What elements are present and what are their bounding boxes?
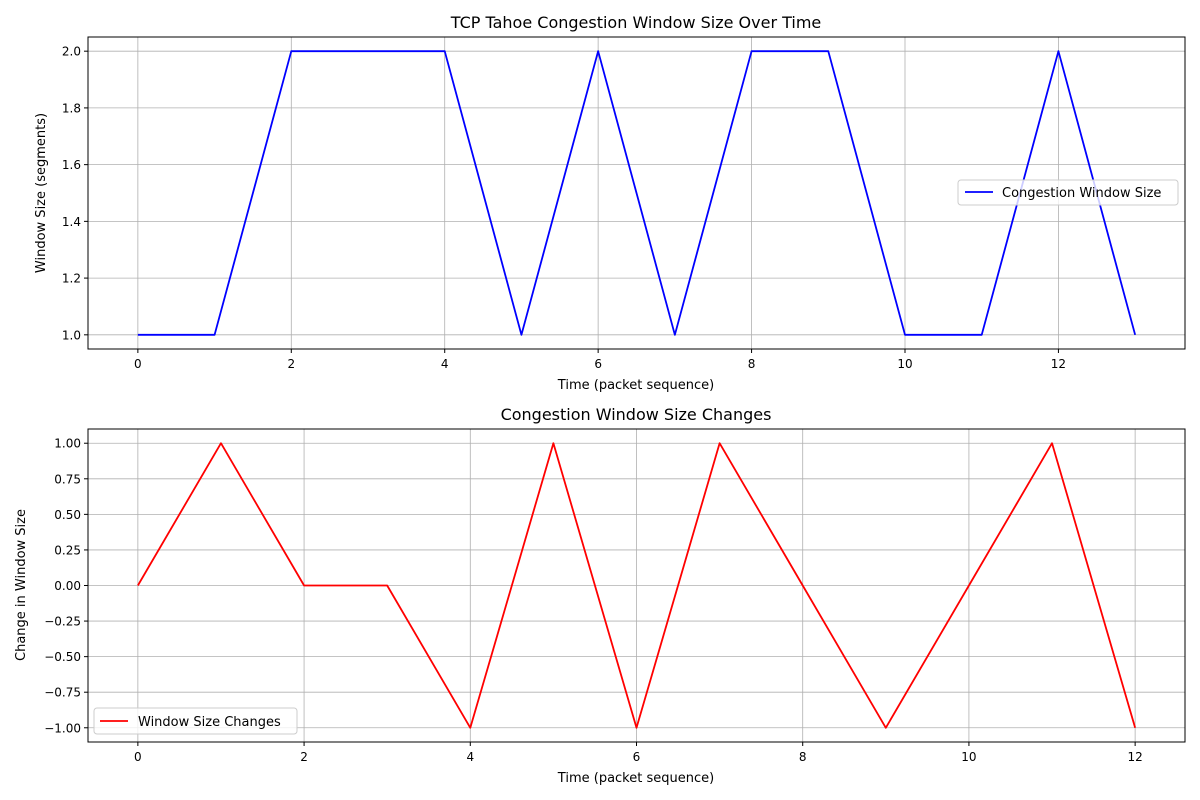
x-tick-label: 8 [748, 357, 756, 371]
grid [88, 429, 1185, 742]
x-tick-label: 10 [897, 357, 912, 371]
y-tick-label: 1.6 [62, 158, 81, 172]
legend-label: Window Size Changes [138, 715, 281, 730]
y-axis-label: Change in Window Size [14, 509, 29, 661]
y-tick-label: −1.00 [44, 721, 81, 735]
x-axis-label: Time (packet sequence) [557, 771, 714, 786]
legend: Congestion Window Size [957, 179, 1179, 206]
x-tick-label: 0 [134, 750, 142, 764]
plot-frame [87, 36, 1186, 350]
x-tick-label: 8 [799, 750, 807, 764]
chart-title: Congestion Window Size Changes [501, 405, 772, 424]
series-line [137, 442, 1137, 729]
x-tick-label: 2 [300, 750, 308, 764]
chart-congestion-window: TCP Tahoe Congestion Window Size Over Ti… [34, 13, 1186, 393]
y-tick-label: 1.00 [54, 437, 81, 451]
x-tick-label: 0 [134, 357, 142, 371]
series-line [137, 50, 1137, 336]
ticks: 0 2 4 6 8 10 12 −1.00 −0.75 −0.50 −0.25 0.00 0.25 0.5… [44, 437, 1143, 764]
y-tick-label: 1.8 [62, 101, 81, 115]
y-tick-label: 0.50 [54, 508, 81, 522]
legend-box [957, 179, 1179, 206]
x-tick-label: 6 [594, 357, 602, 371]
x-tick-label: 2 [287, 357, 295, 371]
y-tick-label: 1.4 [62, 215, 81, 229]
legend: Window Size Changes [93, 707, 298, 735]
legend-box [93, 707, 298, 735]
y-tick-label: 2.0 [62, 45, 81, 59]
chart-window-size-changes: Congestion Window Size Changes Time (pac… [14, 405, 1186, 786]
y-tick-label: −0.75 [44, 686, 81, 700]
y-tick-label: 0.75 [54, 472, 81, 486]
y-tick-label: −0.50 [44, 650, 81, 664]
y-tick-label: 0.25 [54, 543, 81, 557]
x-tick-label: 10 [961, 750, 976, 764]
x-tick-label: 6 [633, 750, 641, 764]
x-tick-label: 4 [441, 357, 449, 371]
x-tick-label: 12 [1127, 750, 1142, 764]
x-tick-label: 12 [1051, 357, 1066, 371]
series-layer [137, 50, 1137, 336]
x-tick-label: 4 [466, 750, 474, 764]
grid [88, 37, 1185, 349]
y-tick-label: 1.0 [62, 328, 81, 342]
ticks: 0 2 4 6 8 10 12 1.0 1.2 1.4 1.6 1.8 2.0 [62, 45, 1066, 371]
chart-title: TCP Tahoe Congestion Window Size Over Ti… [450, 13, 822, 32]
y-tick-label: 0.00 [54, 579, 81, 593]
legend-label: Congestion Window Size [1002, 186, 1161, 201]
series-layer [137, 442, 1137, 729]
y-tick-label: 1.2 [62, 272, 81, 286]
y-tick-label: −0.25 [44, 615, 81, 629]
y-axis-label: Window Size (segments) [34, 113, 49, 273]
x-axis-label: Time (packet sequence) [557, 378, 714, 393]
